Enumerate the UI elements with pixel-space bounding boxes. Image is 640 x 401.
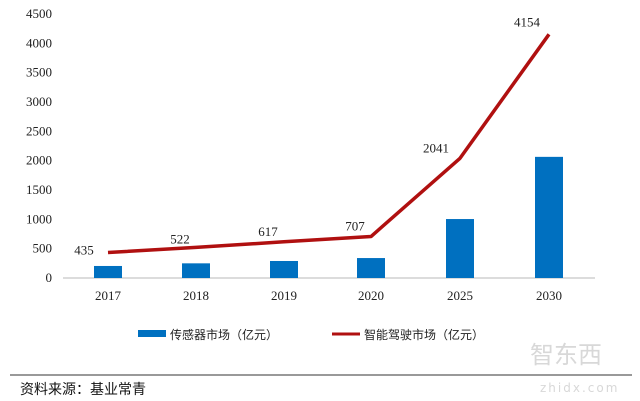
x-tick-label: 2030 [536,288,562,303]
data-label-2030: 4154 [514,14,541,29]
legend-label-line: 智能驾驶市场（亿元） [364,327,484,342]
x-tick-label: 2018 [183,288,209,303]
y-tick-label: 2500 [26,123,52,138]
data-label-2025: 2041 [423,140,449,155]
watermark-url: zhidx.com [540,381,619,395]
bar-2025 [446,219,474,278]
x-tick-label: 2025 [447,288,473,303]
y-tick-label: 3000 [26,94,52,109]
y-tick-label: 500 [33,241,53,256]
bar-2020 [357,258,385,278]
y-tick-label: 1500 [26,182,52,197]
legend-swatch-bar [138,330,166,337]
line-series [107,33,551,255]
data-label-2019: 617 [258,224,278,239]
y-tick-label: 3500 [26,65,52,80]
x-tick-label: 2020 [358,288,384,303]
y-tick-label: 4500 [26,6,52,21]
source-note: 资料来源：基业常青 [20,381,146,398]
y-tick-label: 0 [46,270,53,285]
data-label-2020: 707 [345,219,365,234]
y-tick-label: 1000 [26,211,52,226]
watermark-logo: 智东西 [530,341,602,369]
data-label-2018: 522 [170,231,190,246]
bar-2018 [182,263,210,278]
x-tick-label: 2017 [95,288,122,303]
bar-2019 [270,260,298,278]
bar-2017 [94,265,122,278]
y-tick-label: 4000 [26,35,52,50]
legend-label-bar: 传感器市场（亿元） [170,327,278,342]
y-tick-label: 2000 [26,153,52,168]
legend: 传感器市场（亿元） 智能驾驶市场（亿元） [138,327,484,342]
x-tick-label: 2019 [271,288,297,303]
data-label-2017: 435 [74,242,94,257]
bar-2030 [535,156,563,278]
